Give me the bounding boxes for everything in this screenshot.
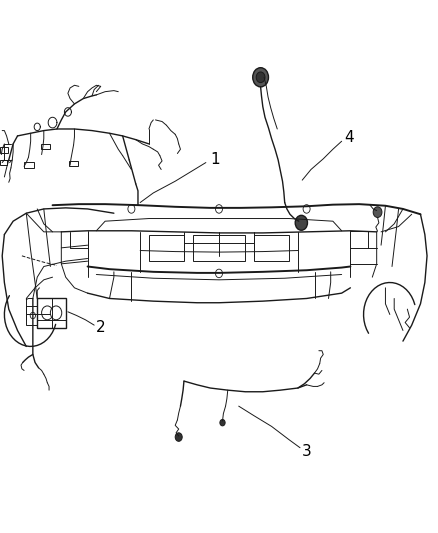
Bar [41, 144, 50, 149]
Circle shape [373, 207, 382, 217]
Bar [193, 235, 245, 261]
Circle shape [50, 306, 62, 320]
Bar [0, 147, 8, 153]
Text: 3: 3 [302, 444, 312, 459]
Circle shape [128, 205, 135, 213]
Circle shape [215, 269, 223, 278]
Bar [37, 298, 66, 328]
Circle shape [175, 433, 182, 441]
Text: 2: 2 [96, 320, 106, 335]
Circle shape [42, 306, 53, 320]
Circle shape [220, 419, 225, 426]
Bar [24, 162, 34, 168]
Circle shape [41, 312, 46, 319]
Circle shape [215, 205, 223, 213]
Circle shape [256, 72, 265, 83]
Bar [26, 306, 50, 325]
Circle shape [303, 205, 310, 213]
Bar [0, 160, 7, 165]
Bar [254, 235, 289, 261]
Circle shape [253, 68, 268, 87]
Bar [69, 161, 78, 166]
Circle shape [30, 312, 35, 319]
Text: 1: 1 [210, 152, 220, 167]
Bar [149, 235, 184, 261]
Text: 4: 4 [344, 130, 353, 145]
Circle shape [295, 215, 307, 230]
